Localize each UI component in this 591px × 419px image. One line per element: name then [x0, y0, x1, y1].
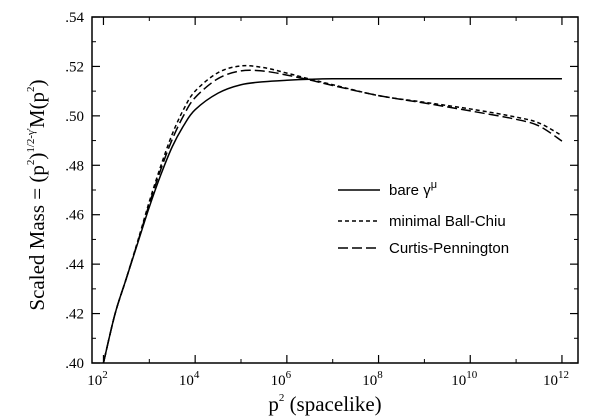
legend-label-bare: bare γμ: [389, 179, 437, 199]
series-layer: [102, 64, 563, 364]
x-axis-ticks: 102 104 106 108 1010 1012: [87, 17, 569, 389]
x-tick-label: 106: [271, 369, 292, 389]
y-tick-label: .54: [65, 10, 84, 26]
y-tick-label: .40: [65, 356, 84, 372]
y-tick-label: .44: [65, 257, 84, 273]
x-tick-label: 104: [179, 369, 200, 389]
series-line-2: [102, 64, 563, 364]
y-tick-label: .42: [65, 307, 84, 323]
y-axis-title: Scaled Mass = (p2)1/2-γ'M(p2): [25, 79, 49, 310]
y-tick-label: .50: [65, 109, 84, 125]
y-tick-label: .52: [65, 59, 84, 75]
y-tick-label: .48: [65, 158, 84, 174]
series-line-3: [102, 69, 563, 364]
plot-frame: [91, 16, 579, 364]
x-tick-label: 102: [87, 369, 108, 389]
x-tick-label: 1012: [543, 369, 569, 389]
y-axis-ticks: .40 .42 .44 .46 .48 .50 .52 .54: [65, 10, 578, 372]
legend-label-curtis-pennington: Curtis-Pennington: [389, 240, 509, 257]
x-axis-title: p2 (spacelike): [268, 392, 381, 416]
y-tick-label: .46: [65, 208, 84, 224]
x-tick-label: 108: [362, 369, 383, 389]
legend-label-ball-chiu: minimal Ball-Chiu: [389, 213, 506, 230]
x-tick-label: 1010: [451, 369, 478, 389]
legend: bare γμ minimal Ball-Chiu Curtis-Penning…: [338, 179, 509, 257]
